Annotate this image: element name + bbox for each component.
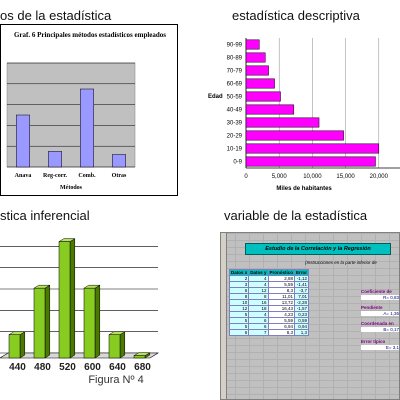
stat-label: Coeficiente de	[361, 289, 392, 294]
tick-label: Anava	[15, 173, 32, 179]
table-row: 5 4 4,23 0,23	[228, 311, 310, 318]
stat-block: Pendiente A= 1,36	[361, 305, 399, 316]
spreadsheet-table: Datos x Datos y Pronóstico Error 2 4 2,88 -1,1…	[228, 269, 310, 336]
bar-anava	[16, 114, 30, 168]
table-cell[interactable]: 7	[248, 329, 269, 336]
x-axis-label: Métodos	[60, 185, 83, 191]
table-cell[interactable]: -1,12	[294, 275, 310, 282]
quadrant-title-top-right: estadística descriptiva	[232, 8, 360, 23]
table-row: 10 16 13,72 -2,28	[228, 299, 310, 306]
quadrant-title-top-left: os de la estadística	[0, 8, 112, 23]
tick-label: Reg-corr.	[43, 173, 67, 179]
spreadsheet-row-header	[221, 233, 227, 399]
correlation-spreadsheet: Estudio de la Correlación y la Regresión…	[220, 232, 400, 400]
methods-chart-svg: Anava Reg-corr. Comb. Otras Métodos	[6, 62, 136, 191]
bar-age-80-89	[245, 52, 266, 63]
table-row: 8 8 11,01 7,01	[228, 293, 310, 300]
stat-label: Coordenada en	[361, 321, 394, 326]
stat-block: Error típico E= 3,1	[361, 339, 399, 350]
column-header[interactable]: Error	[294, 269, 310, 276]
bar-680	[133, 355, 146, 359]
table-row: 5 6 6,94 0,94	[228, 323, 310, 330]
x-tick-label: 20,000	[370, 174, 389, 180]
bar-age-10-19	[245, 143, 380, 154]
tick-label: 520	[59, 362, 76, 373]
figure-caption: Figura Nº 4	[88, 374, 143, 386]
y-tick-label: 20-29	[227, 134, 243, 140]
stat-value[interactable]: A= 1,36	[361, 310, 399, 316]
stat-value[interactable]: B= 0,17	[361, 326, 399, 332]
table-row: 6 7 8,3 1,3	[228, 329, 310, 336]
bar-age-90-99	[245, 39, 260, 50]
age-chart-svg: 05,00010,00015,00020,00025,0000-910-1920…	[208, 38, 400, 192]
tick-label: 480	[34, 362, 51, 373]
bar-440	[8, 334, 21, 359]
stat-block: Coordenada en B= 0,17	[361, 321, 399, 332]
x-tick-label: 15,000	[336, 174, 355, 180]
table-cell[interactable]: -2,28	[294, 299, 310, 306]
bar-480	[33, 287, 46, 359]
stat-label: Error típico	[361, 339, 386, 344]
y-tick-label: 40-49	[227, 108, 243, 114]
table-cell[interactable]: 1,3	[294, 329, 310, 336]
tick-label: Otras	[112, 173, 127, 179]
y-tick-label: 30-39	[227, 121, 243, 127]
y-tick-label: 70-79	[227, 69, 243, 75]
tick-label: Comb.	[78, 173, 96, 179]
y-tick-label: 80-89	[227, 56, 243, 62]
bar-age-40-49	[245, 104, 295, 115]
bar-520	[58, 241, 71, 359]
tick-label: 440	[9, 362, 26, 373]
y-axis-label: Edad	[208, 94, 223, 100]
age-chart: 05,00010,00015,00020,00025,0000-910-1920…	[200, 24, 400, 200]
y-tick-label: 60-69	[227, 82, 243, 88]
y-tick-label: 90-99	[227, 43, 243, 49]
methods-chart-title: Graf. 6 Principales métodos estadísticos…	[13, 31, 167, 39]
x-axis-label: Miles de habitantes	[276, 186, 332, 192]
tick-label: 680	[134, 362, 151, 373]
stat-label: Pendiente	[361, 305, 383, 310]
bar-age-30-39	[245, 117, 320, 128]
bar-side-600	[94, 284, 101, 359]
stat-block: Coeficiente de R= 0,83	[361, 289, 399, 300]
table-cell[interactable]: 6	[228, 329, 250, 336]
table-cell[interactable]: 8,3	[267, 329, 296, 336]
table-cell[interactable]: -1,41	[294, 281, 310, 288]
bar-600	[83, 287, 96, 359]
bar-otras	[112, 154, 126, 168]
x-tick-label: 0	[244, 174, 248, 180]
spreadsheet-title: Estudio de la Correlación y la Regresión	[245, 243, 391, 255]
column-header[interactable]: Datos x	[228, 269, 250, 276]
tick-label: 640	[109, 362, 126, 373]
bar-comb-	[80, 88, 94, 168]
inferential-chart: 440 480 520 600 640 680 Figura Nº 4	[0, 224, 180, 400]
quadrant-title-bottom-right: variable de la estadística	[224, 208, 368, 223]
table-cell[interactable]: -1,57	[294, 305, 310, 312]
bar-age-70-79	[245, 65, 269, 76]
bar-reg-corr-	[48, 151, 62, 168]
tick-label: 600	[84, 362, 101, 373]
x-tick-label: 10,000	[303, 174, 322, 180]
bar-side-640	[119, 331, 126, 359]
bar-age-60-69	[245, 78, 275, 89]
stat-value[interactable]: E= 3,1	[361, 344, 399, 350]
bar-640	[108, 334, 121, 359]
stat-value[interactable]: R= 0,83	[361, 294, 399, 300]
bar-side-440	[19, 331, 26, 359]
x-tick-label: 5,000	[272, 174, 288, 180]
bar-age-50-59	[245, 91, 281, 102]
column-header[interactable]: Pronóstico	[267, 269, 296, 276]
quadrant-title-bottom-left: stica inferencial	[0, 208, 90, 223]
bar-side-520	[69, 238, 76, 359]
bar-side-480	[44, 284, 51, 359]
bar-age-20-29	[245, 130, 344, 141]
bar-age-0-9	[245, 156, 376, 167]
y-tick-label: 0-9	[233, 160, 242, 166]
methods-chart: Graf. 6 Principales métodos estadísticos…	[0, 24, 178, 196]
column-header[interactable]: Datos y	[248, 269, 269, 276]
y-tick-label: 50-59	[227, 95, 243, 101]
spreadsheet-instructions: (Instrucciones en la parte inferior de	[305, 260, 377, 265]
y-tick-label: 10-19	[227, 147, 243, 153]
